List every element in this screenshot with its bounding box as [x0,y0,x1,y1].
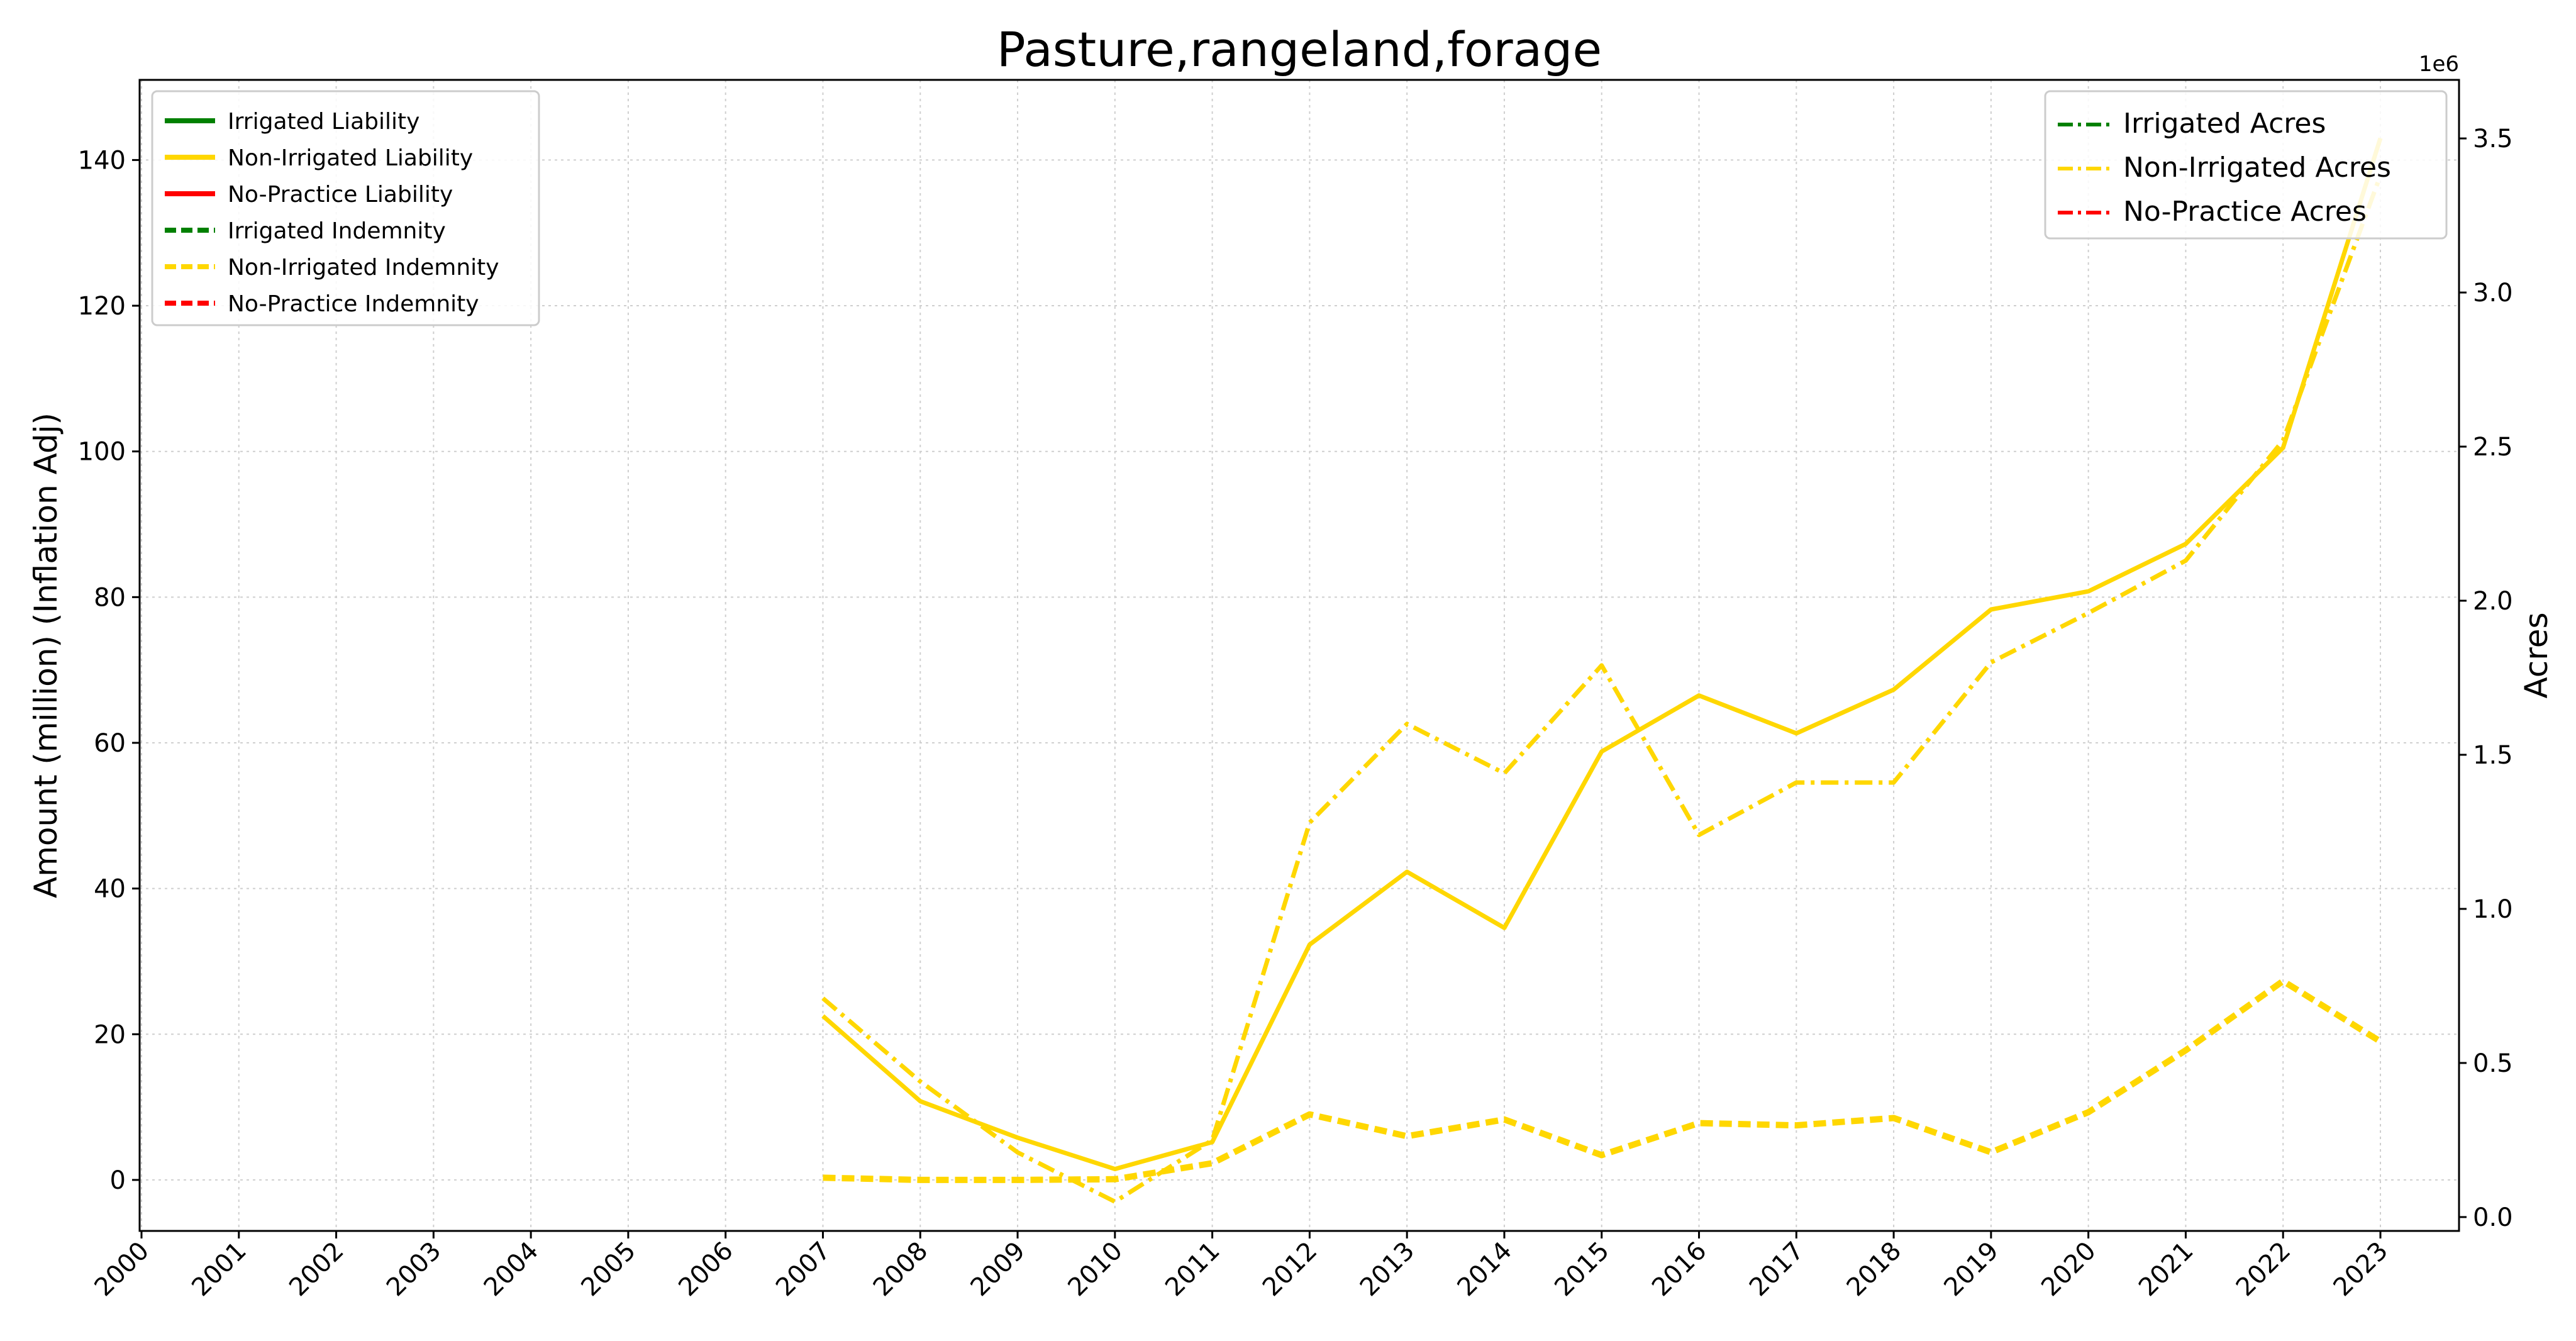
legend-box [2044,90,2448,240]
y2-tick-label: 3.0 [2473,279,2513,308]
y2-axis-label: Acres [2518,612,2555,698]
legend-label: Non-Irrigated Liability [228,145,473,171]
y-tick-label: 0 [110,1166,126,1195]
legend-label: No-Practice Acres [2123,196,2367,228]
y-tick-label: 120 [78,292,126,321]
y2-tick-label: 0.0 [2473,1203,2513,1232]
y2-tick-label: 2.5 [2473,433,2513,462]
legend-label: Non-Irrigated Acres [2123,152,2391,184]
chart-title: Pasture,rangeland,forage [997,21,1602,77]
y2-tick-label: 2.0 [2473,587,2513,616]
series-layer [821,137,2383,1204]
y-tick-label: 60 [94,729,126,758]
y-tick-label: 100 [78,438,126,467]
legend-label: No-Practice Liability [228,182,453,208]
y2-tick-label: 1.5 [2473,741,2513,770]
legend-label: Irrigated Indemnity [228,218,446,244]
legend-left: Irrigated Liability Non-Irrigated Liabili… [151,90,540,326]
y-tick-label: 80 [94,583,126,612]
legend-label: Non-Irrigated Indemnity [228,255,499,281]
series-line-non-irrigated-acres [821,174,2383,1204]
legend-label: Irrigated Liability [228,109,419,135]
y2-tick-label: 1.0 [2473,895,2513,924]
series-line-non-irrigated-indemnity [823,977,2382,1183]
y2-offset-label: 1e6 [2419,52,2459,77]
y-axis-label: Amount (million) (Inflation Adj) [28,413,64,898]
y-tick-label: 20 [94,1020,126,1049]
series-line-non-irrigated-liability [821,137,2383,1172]
y-tick-label: 40 [94,875,126,904]
y-tick-label: 140 [78,146,126,175]
plot-frame [138,79,2460,1232]
legend-label: Irrigated Acres [2123,108,2326,140]
y2-tick-label: 3.5 [2473,125,2513,153]
legend-label: No-Practice Indemnity [228,291,479,317]
y2-tick-label: 0.5 [2473,1049,2513,1078]
legend-right: Irrigated Acres Non-Irrigated Acres No-Pra… [2044,90,2448,240]
grid [140,80,2459,1231]
legend-box [151,90,540,326]
